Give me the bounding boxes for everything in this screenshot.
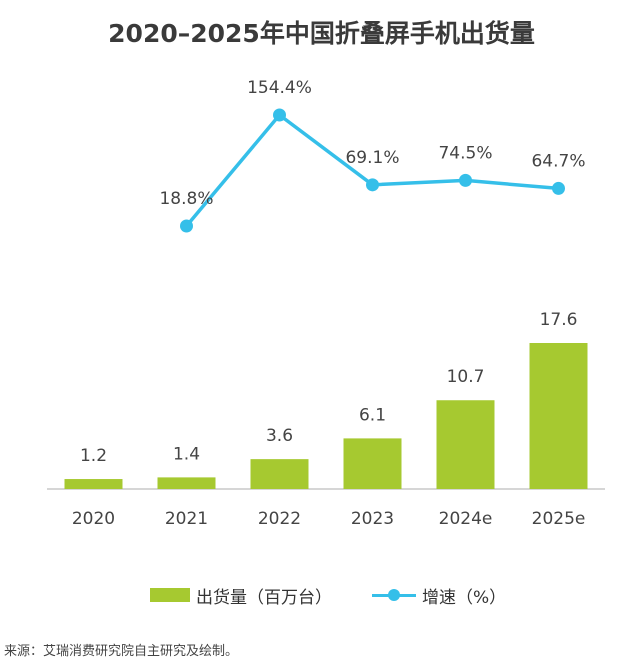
chart-title: 2020–2025年中国折叠屏手机出货量 [108, 19, 535, 48]
legend-label-shipments: 出货量（百万台） [196, 587, 332, 608]
growth-label-2024e: 74.5% [438, 143, 492, 163]
x-tick-label-2022: 2022 [258, 509, 301, 529]
growth-point-2025e [552, 181, 565, 195]
bar-value-label-2024e: 10.7 [447, 367, 485, 387]
bar-value-label-2021: 1.4 [173, 444, 200, 464]
growth-line [185, 113, 559, 228]
x-tick-label-2025e: 2025e [532, 509, 586, 529]
growth-point-2024e [459, 173, 472, 187]
growth-point-2023 [366, 178, 379, 192]
bar-value-label-2022: 3.6 [266, 426, 293, 446]
bar-2025e [529, 343, 588, 489]
legend-item-shipments: 出货量（百万台） [150, 583, 332, 608]
legend-bar-swatch [150, 588, 190, 602]
x-tick-label-2020: 2020 [72, 509, 115, 529]
bar-2024e [436, 400, 495, 489]
bar-2021 [157, 477, 216, 489]
bar-2020 [64, 479, 123, 489]
growth-label-2022: 154.4% [247, 78, 312, 98]
chart-legend: 出货量（百万台） 增速（%） [0, 583, 643, 608]
legend-line-swatch [372, 588, 416, 602]
bar-value-label-2023: 6.1 [359, 405, 386, 425]
bar-2022 [250, 459, 309, 489]
x-tick-label-2024e: 2024e [439, 509, 493, 529]
legend-item-growth: 增速（%） [372, 583, 507, 608]
x-tick-label-2021: 2021 [165, 509, 208, 529]
legend-label-growth: 增速（%） [422, 587, 507, 608]
source-note: 来源：艾瑞消费研究院自主研究及绘制。 [4, 644, 239, 659]
growth-point-2022 [273, 108, 286, 122]
growth-point-2021 [180, 219, 193, 233]
growth-label-2023: 69.1% [345, 148, 399, 168]
growth-label-2021: 18.8% [159, 189, 213, 209]
bar-value-label-2025e: 17.6 [540, 310, 578, 330]
x-tick-label-2023: 2023 [351, 509, 394, 529]
bar-value-label-2020: 1.2 [80, 446, 107, 466]
chart-svg: 1.2 2020 1.4 2021 3.6 2022 6.1 2023 10.7 2024e 17.… [47, 78, 605, 529]
growth-label-2025e: 64.7% [531, 151, 585, 171]
bar-2023 [343, 438, 402, 489]
